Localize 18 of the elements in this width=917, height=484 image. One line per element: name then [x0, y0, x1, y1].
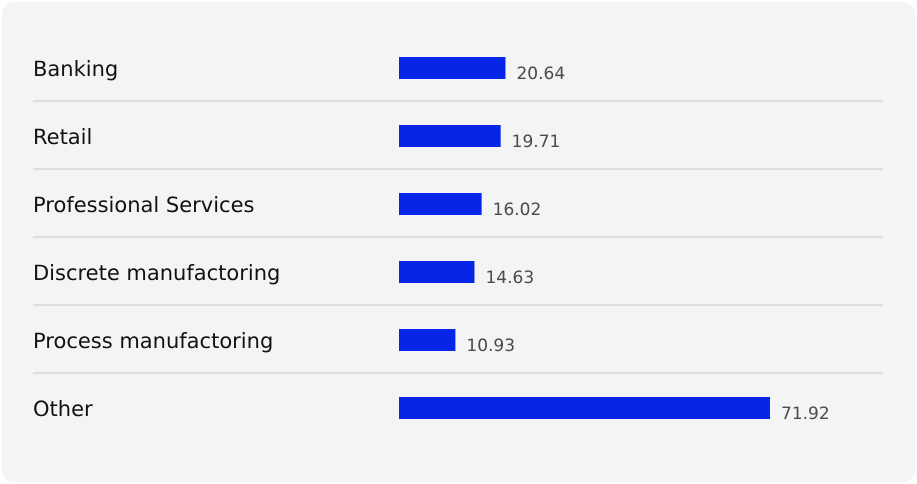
- y-tick-label: Other: [33, 397, 93, 421]
- data-label: 71.92: [781, 404, 830, 424]
- data-label: 16.02: [492, 200, 542, 220]
- bar: [399, 261, 474, 283]
- bar: [399, 397, 770, 419]
- bar: [399, 57, 506, 79]
- data-label: 19.71: [512, 132, 560, 152]
- data-label: 10.93: [466, 336, 516, 356]
- y-tick-label: Discrete manufactoring: [33, 261, 280, 285]
- data-label: 20.64: [516, 64, 566, 84]
- y-tick-label: Professional Services: [33, 193, 254, 217]
- bar: [399, 329, 456, 351]
- y-tick-label: Retail: [33, 125, 92, 149]
- y-tick-label: Process manufactoring: [33, 329, 274, 353]
- bar: [399, 125, 501, 147]
- data-label: 14.63: [485, 268, 534, 288]
- y-tick-label: Banking: [33, 57, 118, 81]
- bar: [399, 193, 482, 215]
